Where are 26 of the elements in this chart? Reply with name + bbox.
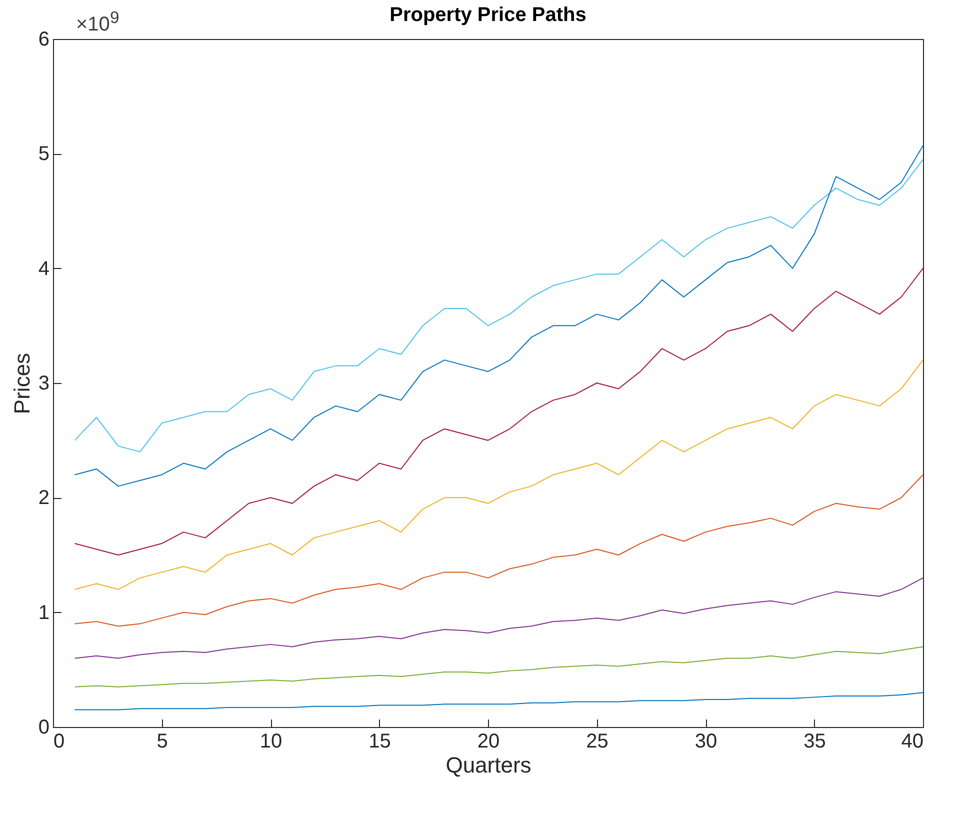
x-tick-label: 15 xyxy=(368,730,391,752)
line-series xyxy=(74,360,923,590)
x-tick-label: 10 xyxy=(260,730,282,752)
x-tick-label: 25 xyxy=(586,730,608,752)
y-axis-title: Prices xyxy=(9,352,34,414)
y-tick-label: 4 xyxy=(38,258,50,280)
x-tick-label: 5 xyxy=(156,730,168,752)
line-series xyxy=(74,268,923,556)
line-series xyxy=(74,692,923,710)
line-series xyxy=(74,474,923,627)
y-tick-label: 5 xyxy=(38,143,50,166)
y-tick-label: 3 xyxy=(38,372,50,394)
line-series xyxy=(74,646,923,688)
x-tick-label: 40 xyxy=(901,730,924,752)
y-tick-label: 1 xyxy=(38,602,50,624)
y-tick-label: 6 xyxy=(38,28,50,50)
chart-title: Property Price Paths xyxy=(390,4,586,26)
x-tick-label: 0 xyxy=(54,730,65,752)
text: ×10$^{9}$ xyxy=(76,8,120,37)
x-axis-title: Quarters xyxy=(446,752,532,778)
x-tick-label: 35 xyxy=(804,730,826,752)
y-tick-label: 0 xyxy=(38,716,50,738)
y-tick-label: 2 xyxy=(38,487,50,510)
line-series xyxy=(74,577,923,659)
x-tick-label: 30 xyxy=(694,730,718,752)
x-tick-label: 20 xyxy=(477,730,500,752)
